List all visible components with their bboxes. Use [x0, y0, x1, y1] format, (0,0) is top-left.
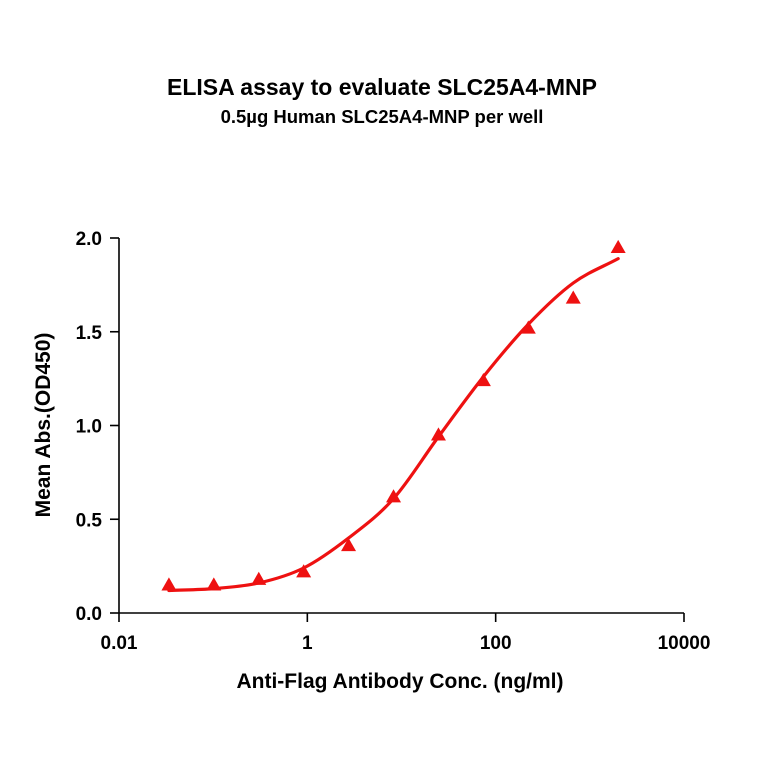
triangle-marker: [341, 538, 357, 552]
chart-subtitle: 0.5µg Human SLC25A4-MNP per well: [220, 106, 544, 127]
x-tick-label: 1: [302, 633, 313, 654]
fit-curve: [167, 257, 620, 593]
x-axis-label: Anti-Flag Antibody Conc. (ng/ml): [236, 670, 563, 693]
triangle-marker: [296, 564, 312, 578]
y-tick-label: 1.0: [76, 417, 102, 438]
y-tick-label: 1.5: [76, 323, 103, 344]
data-points: [161, 239, 626, 591]
y-tick-label: 0.5: [76, 510, 103, 531]
y-axis-label: Mean Abs.(OD450): [32, 333, 55, 518]
triangle-marker: [206, 577, 222, 591]
axes: 0.0 0.5 1.0 1.5 2.0 0.01 1 100 10000: [76, 229, 711, 654]
triangle-marker: [251, 571, 267, 585]
triangle-marker: [475, 373, 491, 387]
chart-title: ELISA assay to evaluate SLC25A4-MNP: [167, 74, 597, 100]
triangle-marker: [610, 239, 626, 253]
y-tick-label: 2.0: [76, 229, 102, 250]
triangle-marker: [520, 320, 536, 334]
triangle-marker: [565, 290, 581, 304]
x-tick-label: 100: [480, 633, 512, 654]
y-tick-label: 0.0: [76, 604, 102, 625]
x-tick-label: 10000: [658, 633, 711, 654]
x-tick-label: 0.01: [101, 633, 138, 654]
triangle-marker: [161, 577, 177, 591]
fit-curve-line: [167, 257, 620, 593]
triangle-marker: [430, 427, 446, 441]
triangle-marker: [386, 489, 402, 503]
